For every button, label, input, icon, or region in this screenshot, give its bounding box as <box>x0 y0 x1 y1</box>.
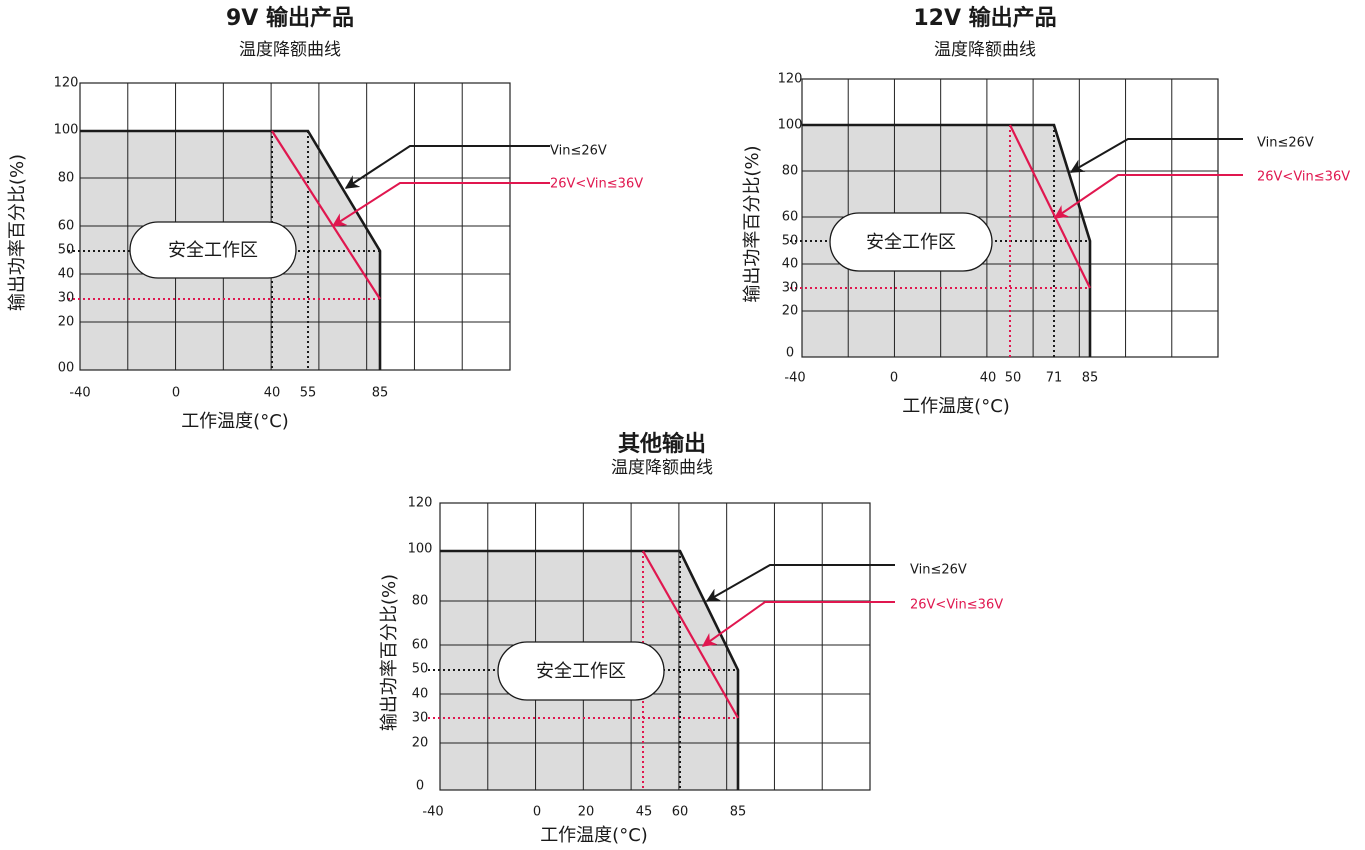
chart2-series-vin-le-26v <box>802 123 1092 357</box>
chart2-y-tick-label: 80 <box>782 164 799 179</box>
chart3-subtitle: 温度降额曲线 <box>611 458 713 478</box>
chart1-y-tick-label: 50 <box>58 243 75 258</box>
chart2-y-tick-label: 100 <box>778 118 803 133</box>
chart2-legend-arrow-black <box>1069 138 1243 173</box>
chart2-x-tick-label: 0 <box>890 371 898 386</box>
chart1-y-tick-label: 40 <box>58 267 75 282</box>
chart3-y-tick-label: 80 <box>412 594 429 609</box>
chart1-x-tick-label: -40 <box>69 386 90 401</box>
chart1-y-tick-label: 120 <box>54 76 79 91</box>
chart3-title: 其他输出 <box>617 432 707 457</box>
chart3-x-tick-label: 20 <box>578 805 595 820</box>
chart2-safe-zone-pill <box>829 212 993 272</box>
chart1-x-tick-label: 40 <box>264 386 281 401</box>
chart1-y-tick-label: 20 <box>58 315 75 330</box>
chart1-x-tick-label: 85 <box>372 386 389 401</box>
chart2-x-tick-label: 85 <box>1082 371 1099 386</box>
chart3-y-axis-title: 输出功率百分比(%) <box>379 574 400 731</box>
chart1-title: 9V 输出产品 <box>226 6 354 31</box>
chart3-x-tick-label: 0 <box>533 805 541 820</box>
chart1-series-vin-le-26v <box>80 129 382 370</box>
chart1-legend-arrow-red <box>331 182 550 227</box>
chart2-x-axis-title: 工作温度(°C) <box>902 396 1010 417</box>
chart3-y-tick-label: 60 <box>412 638 429 653</box>
chart2-x-tick-label: -40 <box>784 371 805 386</box>
chart3-y-tick-label: 120 <box>408 496 433 511</box>
chart2-legend-vin-le-26v: Vin≤26V <box>1257 136 1314 151</box>
chart3-series-vin-26-36v <box>642 550 739 719</box>
chart2-y-axis-title: 输出功率百分比(%) <box>742 145 763 302</box>
chart3-series-vin-le-26v <box>440 549 740 790</box>
chart3-x-tick-label: 45 <box>636 805 653 820</box>
chart2-subtitle: 温度降额曲线 <box>934 40 1036 60</box>
chart3-x-tick-label: -40 <box>422 805 443 820</box>
chart3-legend-vin-26-36v: 26V<Vin≤36V <box>910 598 1003 613</box>
chart1-y-tick-label: 100 <box>54 123 79 138</box>
chart3-y-tick-label: 0 <box>416 779 424 794</box>
chart1-x-tick-label: 0 <box>172 386 180 401</box>
chart3-x-tick-label: 60 <box>672 805 689 820</box>
chart3-y-tick-label: 20 <box>412 736 429 751</box>
chart2-title: 12V 输出产品 <box>913 6 1057 31</box>
chart1-legend-arrow-black <box>344 145 550 189</box>
chart2-y-tick-label: 50 <box>782 234 799 249</box>
chart3-y-tick-label: 50 <box>412 662 429 677</box>
chart1-x-tick-label: 55 <box>300 386 317 401</box>
chart1-frame <box>79 82 511 371</box>
chart3-y-tick-label: 100 <box>408 542 433 557</box>
chart1-legend-vin-le-26v: Vin≤26V <box>550 144 607 159</box>
chart3-safe-zone-label: 安全工作区 <box>536 661 626 682</box>
chart3-frame <box>439 502 871 791</box>
chart3-y-tick-label: 30 <box>412 711 429 726</box>
chart1-y-tick-label: 00 <box>58 361 75 376</box>
chart2-y-tick-label: 40 <box>782 257 799 272</box>
chart3-safe-zone-pill <box>497 641 665 701</box>
chart2-series-vin-26-36v <box>1009 124 1091 289</box>
chart2-y-tick-label: 60 <box>782 210 799 225</box>
chart2-y-tick-label: 20 <box>782 304 799 319</box>
chart1-y-tick-label: 80 <box>58 171 75 186</box>
chart3-legend-arrow-black <box>705 564 895 602</box>
chart1-safe-zone-label: 安全工作区 <box>168 240 258 261</box>
chart2-x-tick-label: 71 <box>1046 371 1063 386</box>
chart3-x-tick-label: 85 <box>730 805 747 820</box>
chart3-legend-arrow-red <box>701 601 895 647</box>
chart2-legend-vin-26-36v: 26V<Vin≤36V <box>1257 170 1350 185</box>
chart2-y-tick-label: 0 <box>786 346 794 361</box>
chart3-legend-vin-le-26v: Vin≤26V <box>910 563 967 578</box>
chart1-y-axis-title: 输出功率百分比(%) <box>7 154 28 311</box>
chart1-x-axis-title: 工作温度(°C) <box>181 411 289 432</box>
chart1-series-vin-26-36v <box>271 130 381 300</box>
chart2-safe-zone-label: 安全工作区 <box>866 232 956 253</box>
chart1-y-tick-label: 30 <box>58 291 75 306</box>
chart3-y-tick-label: 40 <box>412 687 429 702</box>
chart1-y-tick-label: 60 <box>58 219 75 234</box>
chart1-safe-zone-pill <box>129 221 297 279</box>
chart3-x-axis-title: 工作温度(°C) <box>540 825 648 846</box>
chart2-y-tick-label: 30 <box>782 281 799 296</box>
chart2-legend-arrow-red <box>1053 174 1243 219</box>
chart1-subtitle: 温度降额曲线 <box>239 40 341 60</box>
chart2-x-tick-label: 40 <box>980 371 997 386</box>
chart2-y-tick-label: 120 <box>778 72 803 87</box>
chart1-legend-vin-26-36v: 26V<Vin≤36V <box>550 177 643 192</box>
chart2-x-tick-label: 50 <box>1005 371 1022 386</box>
